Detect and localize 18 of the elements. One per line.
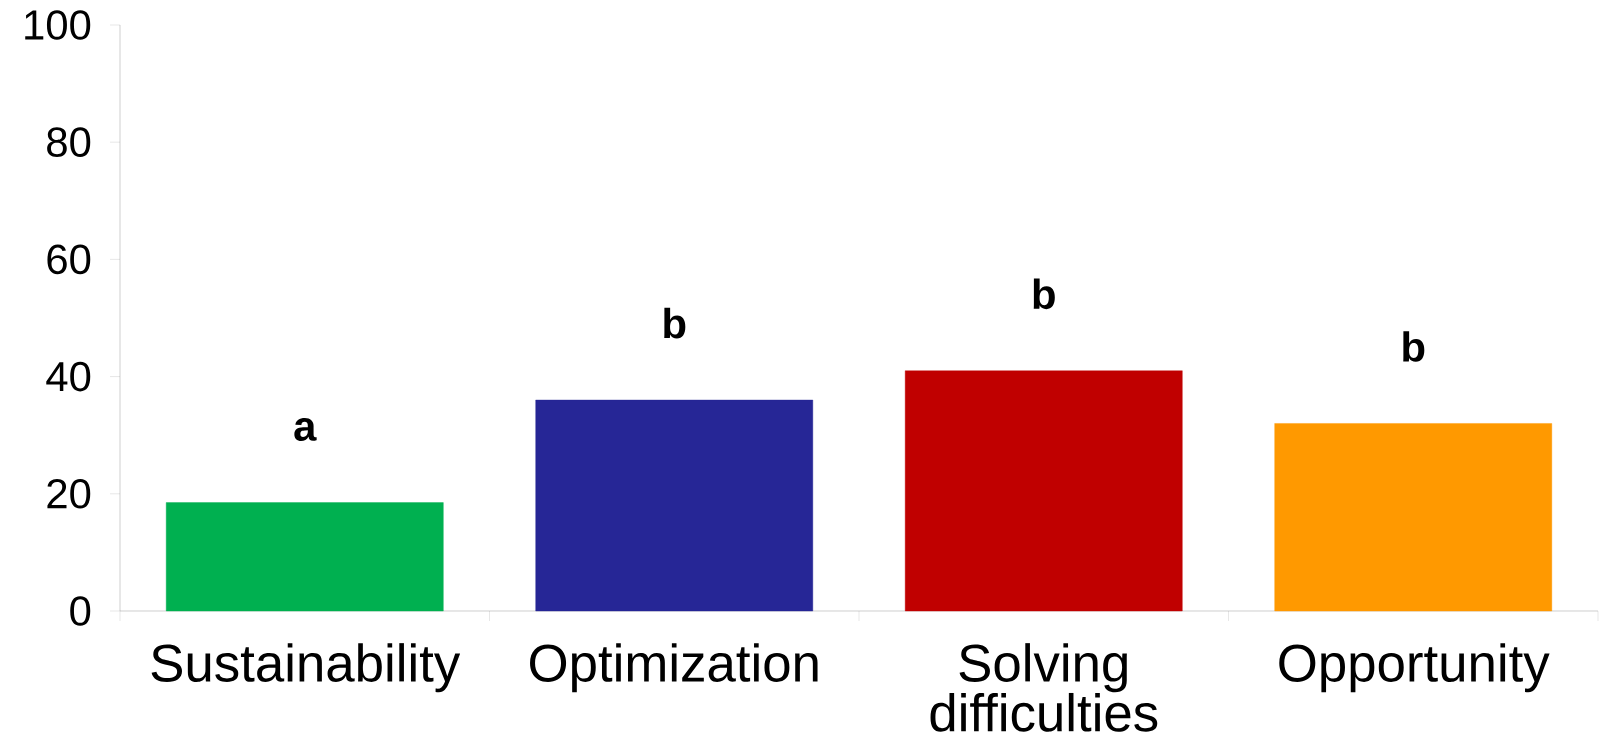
y-tick-label: 80 [47,127,91,157]
annotation: b [1033,278,1055,310]
y-tick-label: 60 [47,244,91,275]
bar [166,502,444,612]
x-tick-label: Optimization [530,643,818,693]
annotation: b [1403,331,1425,362]
y-tick-label: 20 [47,478,91,509]
bar [904,370,1183,612]
bar [535,399,814,612]
x-tick-label: Solving difficulties [930,643,1158,732]
annotation: b [664,307,686,339]
x-tick-label: Opportunity [1279,643,1550,693]
x-tick-label: Sustainability [151,643,461,693]
y-tick-label: 40 [46,361,91,392]
y-tick-label: 100 [25,10,91,40]
annotation: a [294,418,317,441]
bar [1274,423,1553,612]
y-tick-label: 0 [70,596,91,626]
